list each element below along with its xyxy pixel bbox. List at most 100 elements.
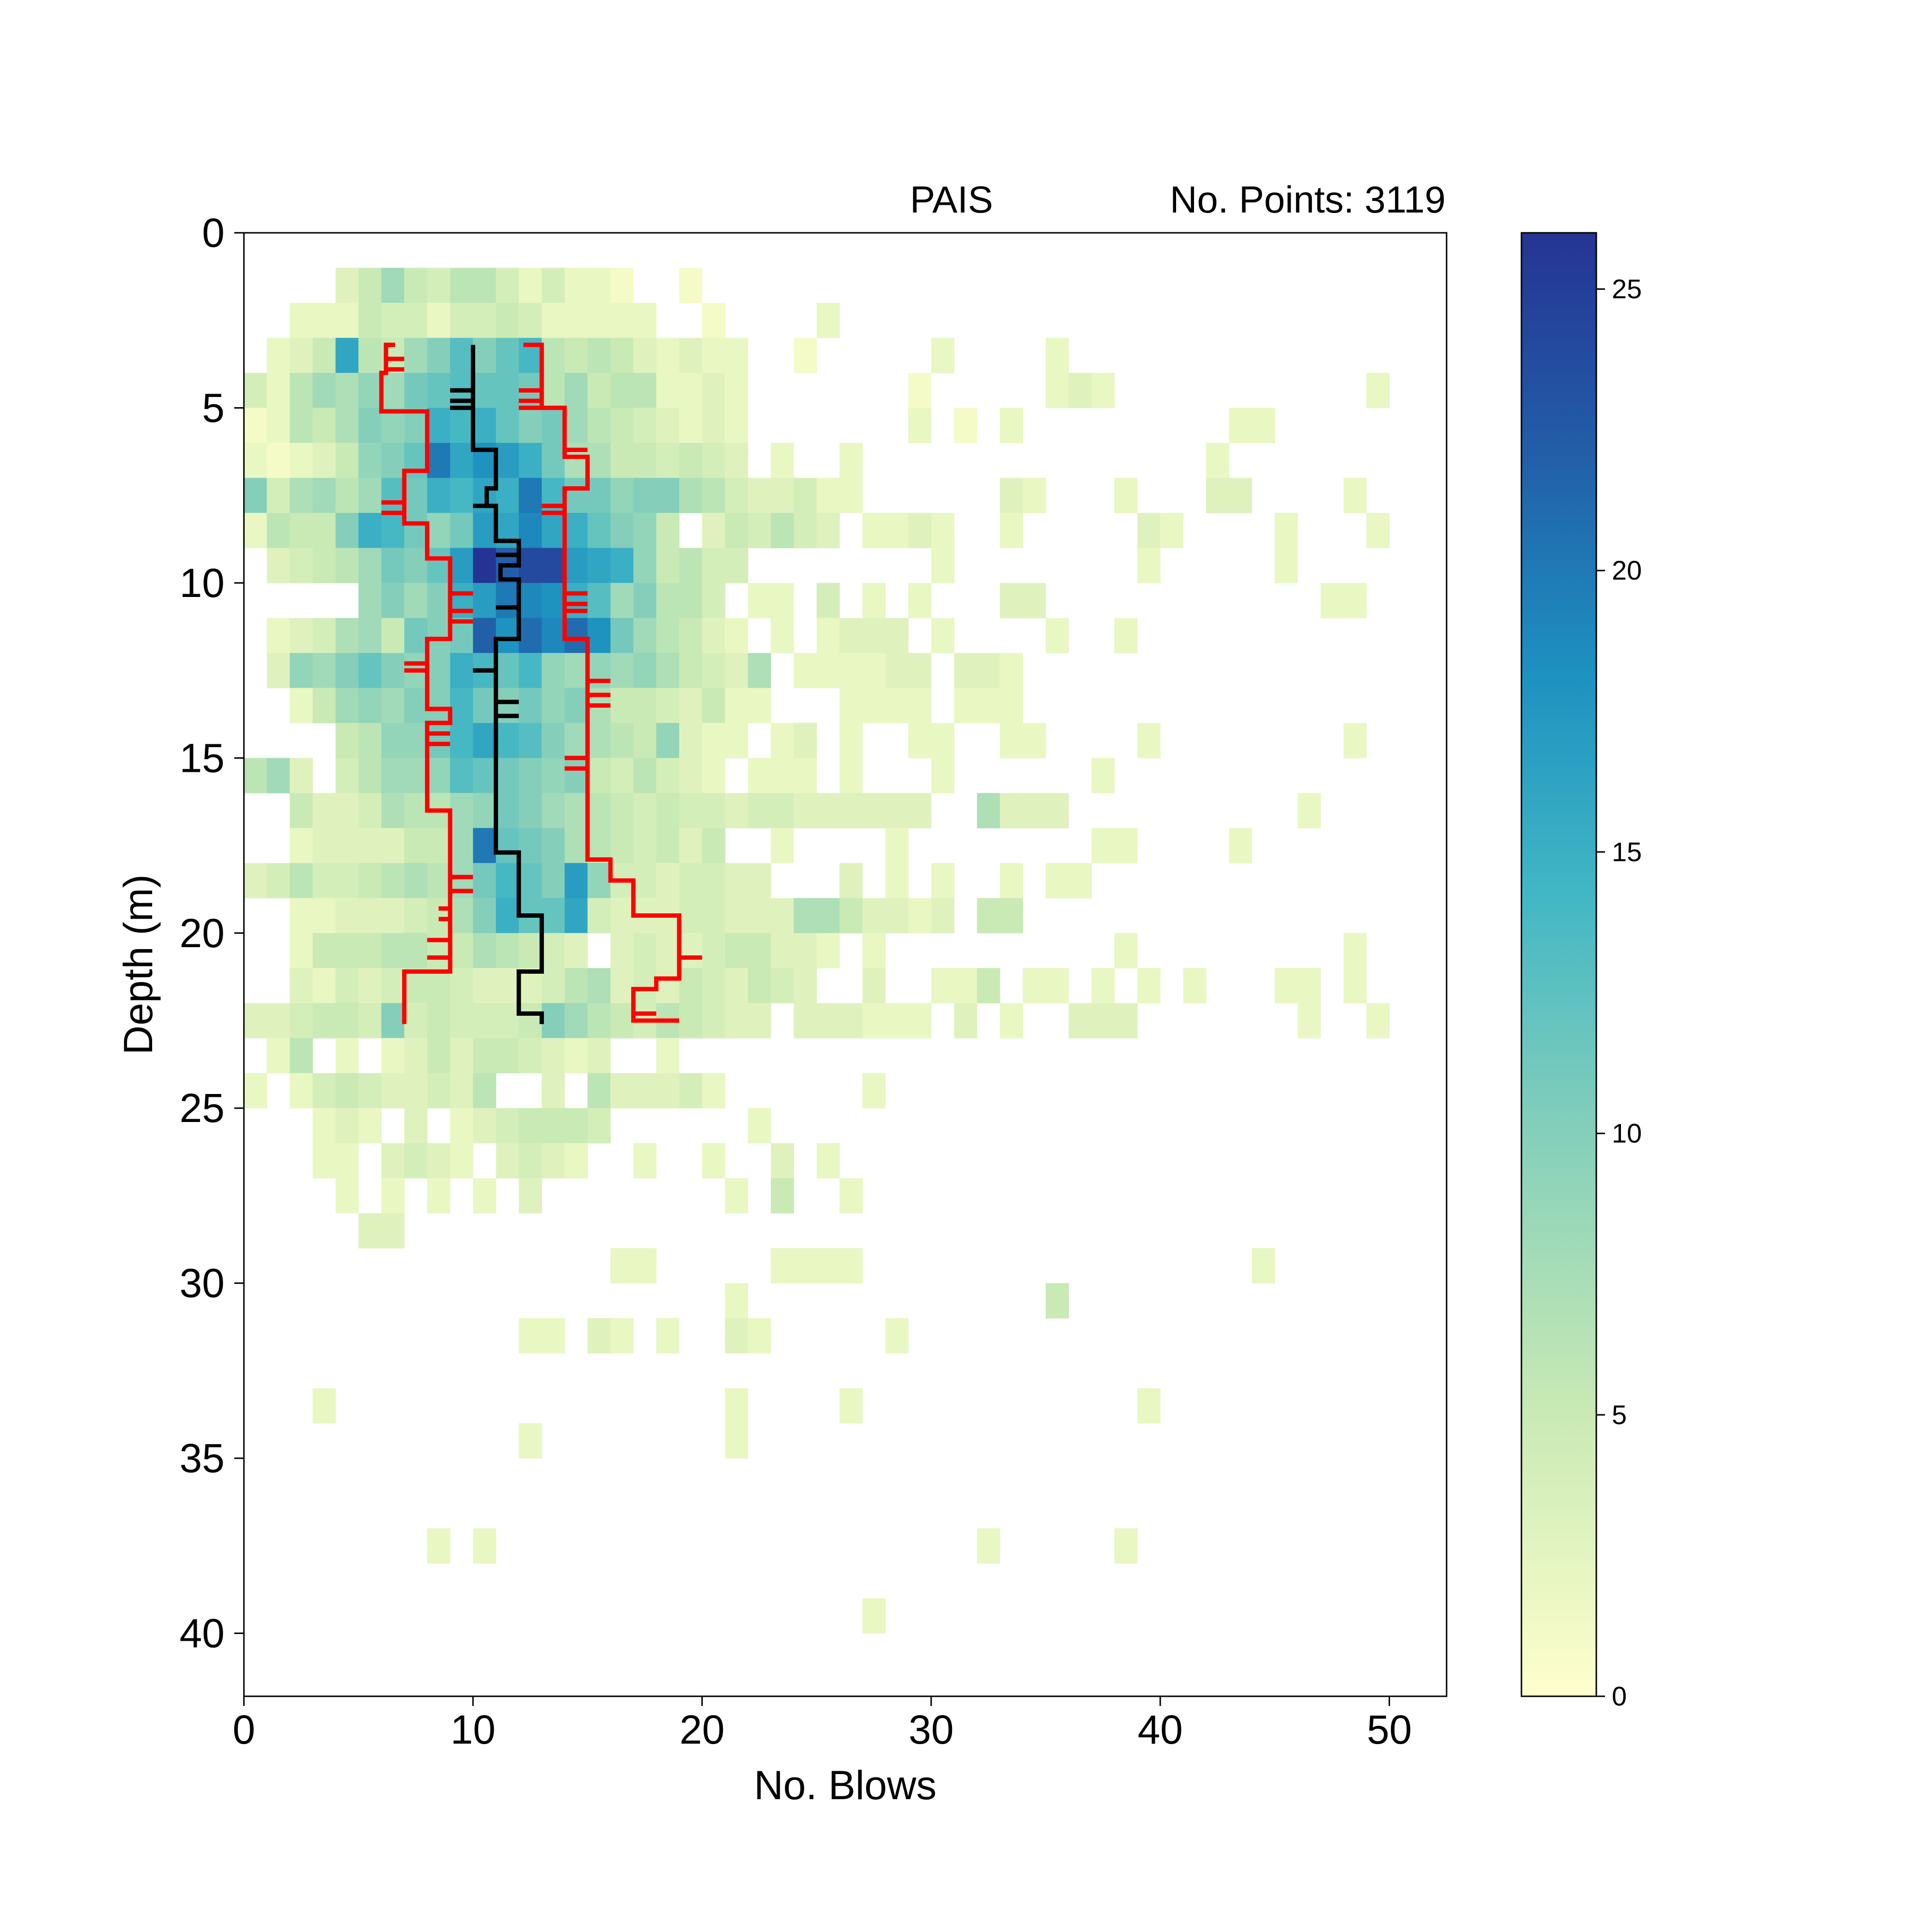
heatmap-cell: [381, 1003, 405, 1038]
heatmap-cell: [358, 653, 382, 688]
heatmap-cell: [335, 1108, 359, 1144]
heatmap-cell: [519, 478, 542, 513]
heatmap-cell: [931, 618, 954, 653]
heatmap-cell: [335, 933, 359, 968]
heatmap-cell: [839, 723, 863, 758]
heatmap-cell: [427, 303, 451, 339]
heatmap-cell: [610, 548, 634, 583]
heatmap-cell: [1091, 1003, 1115, 1038]
heatmap-cell: [610, 478, 634, 513]
heatmap-cell: [908, 898, 932, 934]
heatmap-cell: [610, 793, 634, 828]
heatmap-cell: [725, 1388, 748, 1424]
heatmap-cell: [656, 933, 680, 968]
heatmap-cell: [473, 723, 497, 758]
heatmap-cell: [289, 1038, 313, 1074]
heatmap-cell: [565, 478, 588, 513]
heatmap-cell: [358, 1073, 382, 1108]
heatmap-cell: [610, 933, 634, 968]
chart-title-right: No. Points: 3119: [1170, 178, 1446, 221]
heatmap-cell: [587, 408, 611, 443]
heatmap-cell: [427, 828, 451, 864]
heatmap-cell: [519, 618, 542, 653]
heatmap-cell: [541, 968, 565, 1004]
heatmap-cell: [289, 303, 313, 339]
heatmap-cell: [770, 758, 794, 794]
heatmap-cell: [519, 1318, 542, 1354]
heatmap-cell: [633, 933, 657, 968]
heatmap-cell: [862, 968, 886, 1004]
heatmap-cell: [496, 653, 519, 688]
heatmap-cell: [496, 863, 519, 898]
heatmap-cell: [1275, 548, 1298, 583]
heatmap-cell: [1000, 1003, 1023, 1038]
heatmap-cell: [358, 1108, 382, 1144]
heatmap-cell: [450, 408, 473, 443]
colorbar-tick-label: 20: [1612, 555, 1642, 585]
heatmap-cell: [770, 1248, 794, 1284]
heatmap-cell: [633, 1248, 657, 1284]
heatmap-cell: [1343, 582, 1367, 618]
heatmap-cell: [381, 582, 405, 618]
heatmap-cell: [748, 793, 771, 828]
heatmap-cell: [335, 968, 359, 1004]
heatmap-cell: [633, 1143, 657, 1179]
heatmap-cell: [1068, 863, 1092, 898]
heatmap-cell: [404, 933, 427, 968]
heatmap-cell: [1297, 1003, 1321, 1038]
series-line-2: [379, 342, 473, 1024]
heatmap-cell: [289, 758, 313, 794]
heatmap-cell: [679, 373, 703, 409]
heatmap-cell: [565, 268, 588, 303]
heatmap-cell: [656, 653, 680, 688]
heatmap-cell: [839, 478, 863, 513]
heatmap-cell: [1114, 478, 1138, 513]
heatmap-cell: [954, 688, 978, 724]
heatmap-cell: [404, 898, 427, 934]
heatmap-cell: [770, 793, 794, 828]
heatmap-cell: [1137, 968, 1161, 1004]
heatmap-cell: [702, 1073, 725, 1108]
heatmap-cell: [358, 548, 382, 583]
heatmap-cell: [587, 898, 611, 934]
heatmap-cell: [1229, 828, 1252, 864]
heatmap-cell: [816, 1248, 840, 1284]
heatmap-cell: [770, 898, 794, 934]
heatmap-cell: [289, 338, 313, 373]
heatmap-cell: [496, 303, 519, 339]
heatmap-cell: [358, 303, 382, 339]
heatmap-cell: [289, 968, 313, 1004]
heatmap-cell: [267, 478, 290, 513]
heatmap-cell: [1068, 373, 1092, 409]
heatmap-cell: [358, 338, 382, 373]
heatmap-cell: [587, 968, 611, 1004]
heatmap-cell: [267, 408, 290, 443]
heatmap-cell: [1366, 1003, 1390, 1038]
heatmap-cell: [862, 582, 886, 618]
heatmap-cell: [610, 1248, 634, 1284]
heatmap-cell: [770, 582, 794, 618]
heatmap-cell: [1000, 863, 1023, 898]
heatmap-cell: [587, 723, 611, 758]
heatmap-cell: [313, 548, 336, 583]
heatmap-cell: [839, 793, 863, 828]
heatmap-cell: [381, 478, 405, 513]
heatmap-cell: [565, 688, 588, 724]
heatmap-cell: [450, 268, 473, 303]
heatmap-cell: [565, 898, 588, 934]
heatmap-cell: [496, 618, 519, 653]
heatmap-cell: [313, 442, 336, 478]
heatmap-cell: [289, 1003, 313, 1038]
heatmap-cell: [335, 512, 359, 548]
heatmap-cell: [519, 1178, 542, 1214]
heatmap-cell: [541, 268, 565, 303]
heatmap-cell: [313, 863, 336, 898]
heatmap-cell: [610, 968, 634, 1004]
heatmap-cell: [496, 758, 519, 794]
heatmap-cell: [473, 933, 497, 968]
heatmap-cell: [541, 1143, 565, 1179]
heatmap-cell: [816, 898, 840, 934]
heatmap-cell: [244, 758, 267, 794]
heatmap-cell: [1046, 863, 1069, 898]
heatmap-cell: [267, 373, 290, 409]
